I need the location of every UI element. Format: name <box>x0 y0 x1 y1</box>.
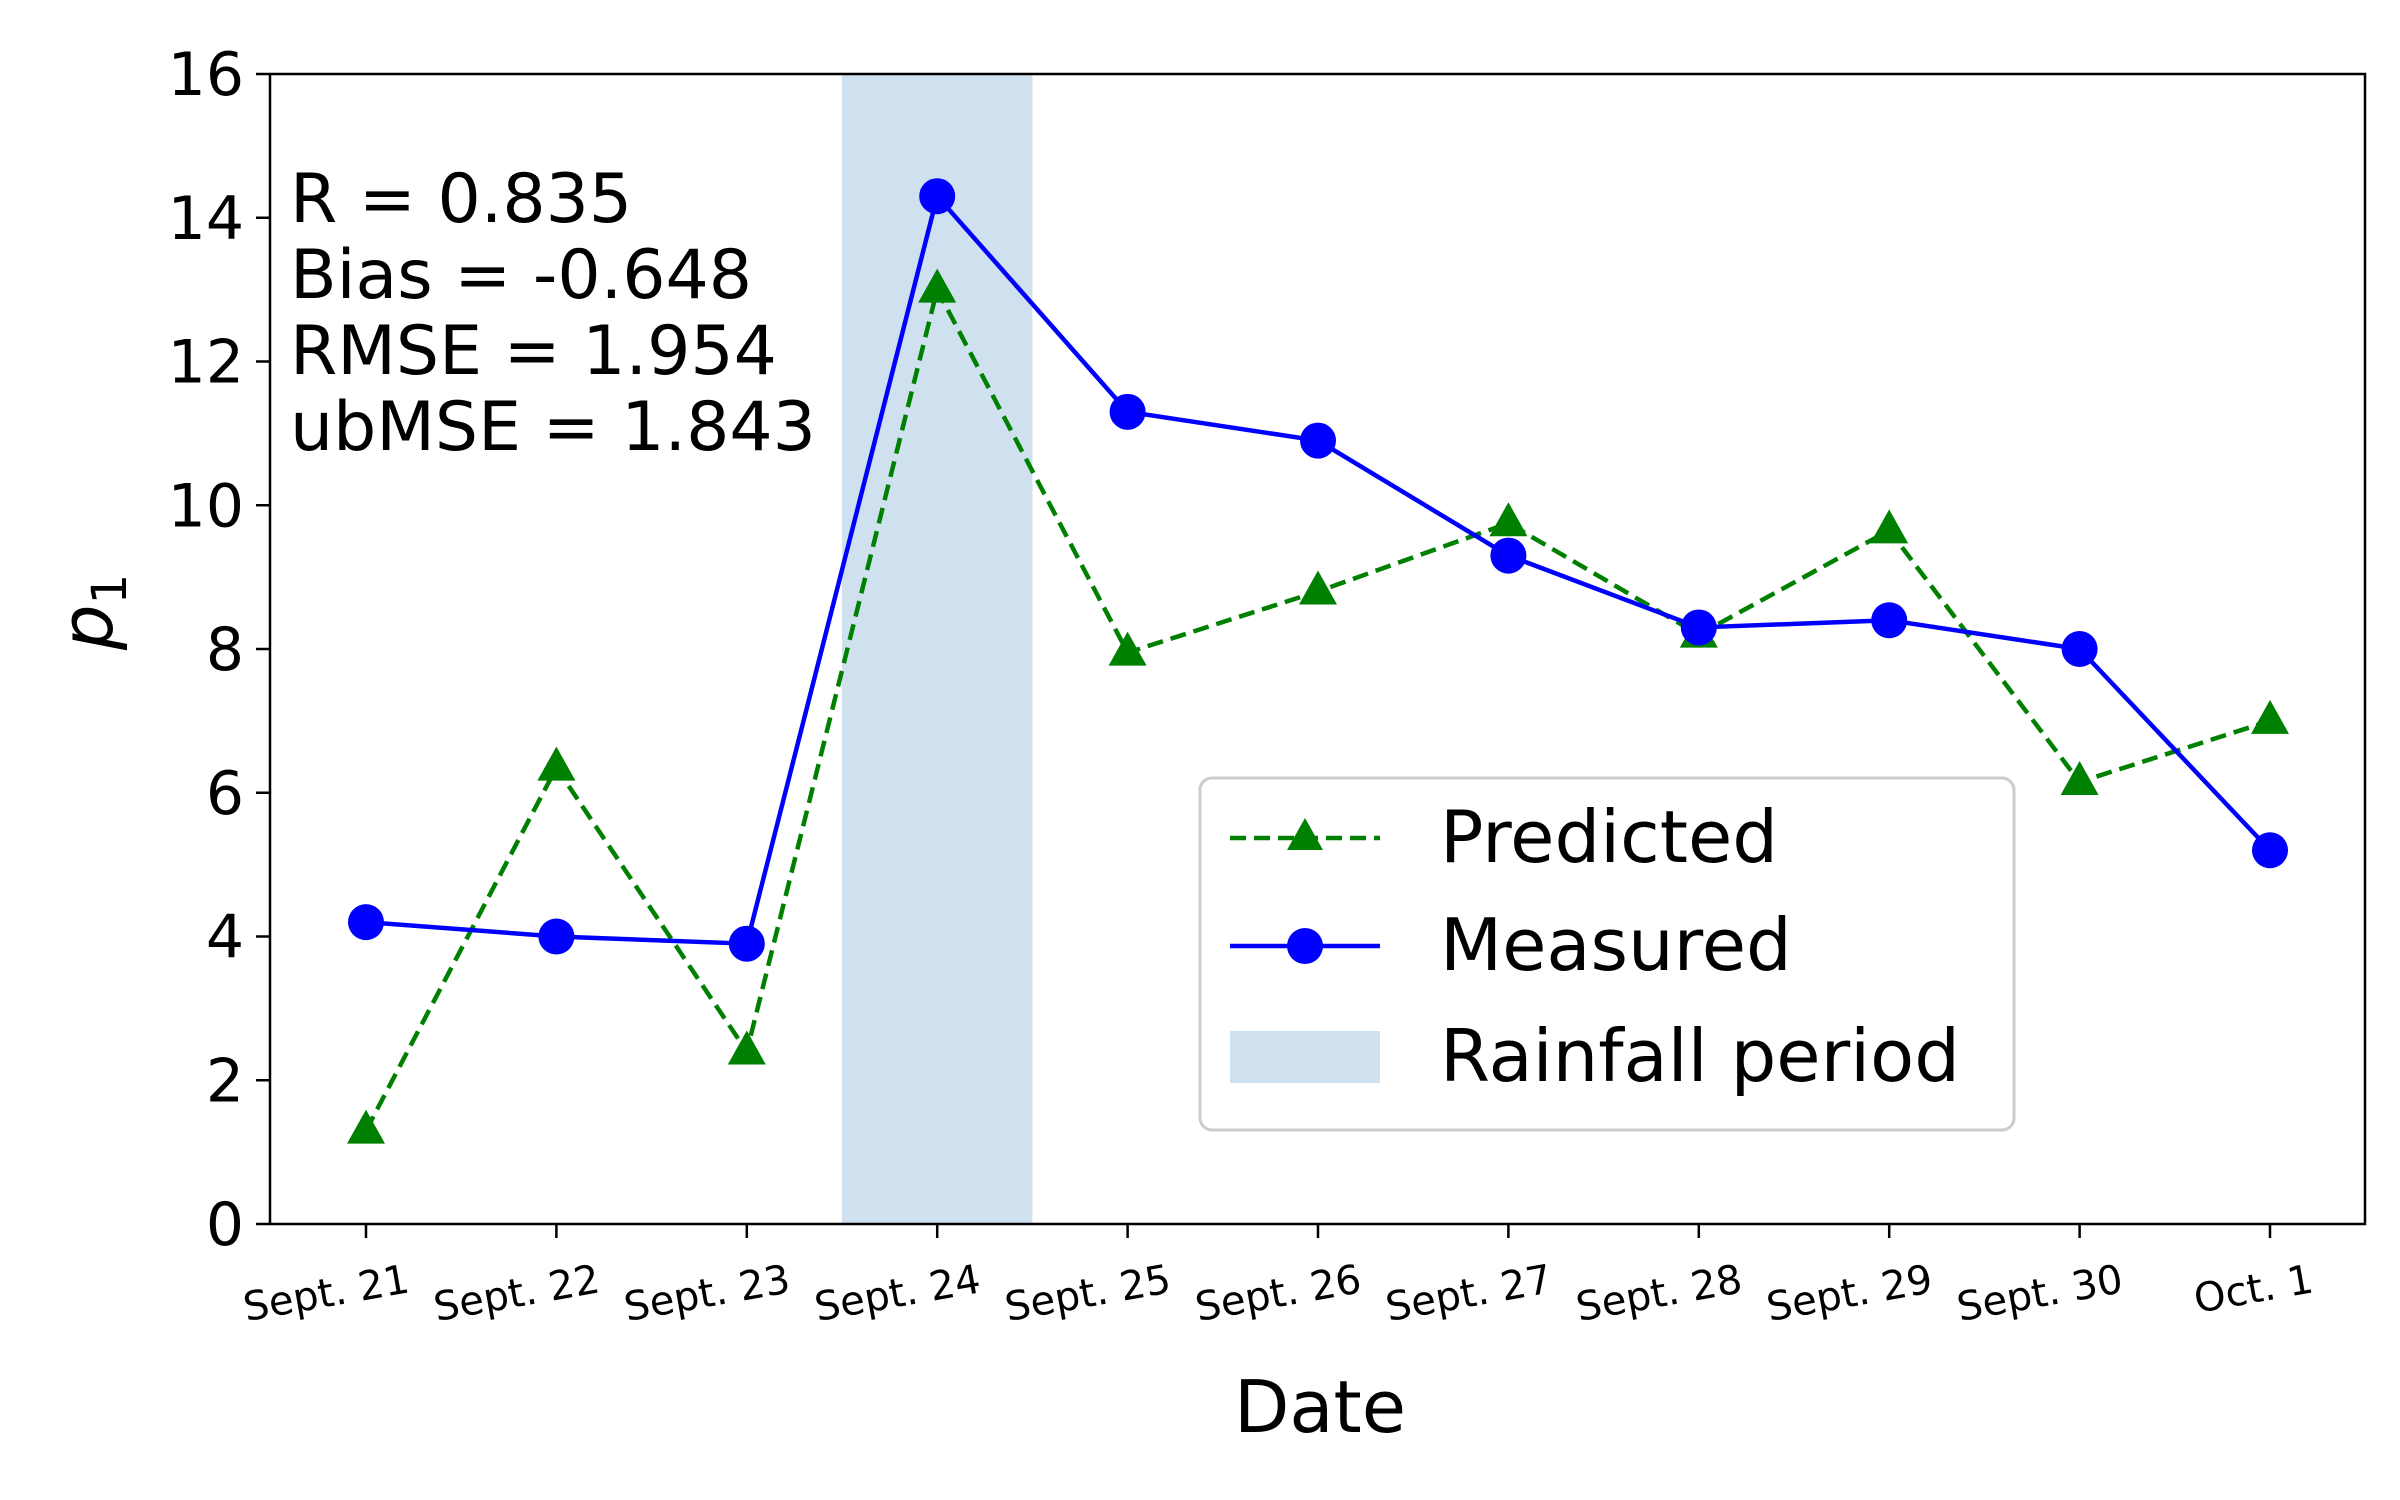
x-tick-label: Sept. 26 <box>1192 1257 1365 1331</box>
series-predicted <box>347 268 2289 1144</box>
legend-predicted-marker <box>1287 818 1323 850</box>
data-point-predicted <box>2251 699 2289 734</box>
legend-item-rainfall: Rainfall period <box>1230 1014 1960 1098</box>
data-point-measured <box>1109 393 1146 430</box>
y-tick-label: 10 <box>168 471 244 541</box>
stat-rmse: RMSE = 1.954 <box>290 312 777 391</box>
legend-rainfall-swatch <box>1230 1031 1380 1083</box>
x-tick-label: Sept. 24 <box>811 1257 984 1331</box>
x-tick-label: Oct. 1 <box>2191 1257 2317 1323</box>
x-tick-label: Sept. 27 <box>1382 1257 1555 1331</box>
x-tick-label: Sept. 29 <box>1763 1257 1936 1331</box>
x-tick-label: Sept. 30 <box>1953 1257 2126 1331</box>
data-point-predicted <box>727 1030 766 1065</box>
data-point-predicted <box>347 1109 385 1144</box>
stats-annotation: R = 0.835 Bias = -0.648 RMSE = 1.954 ubM… <box>290 160 816 467</box>
x-axis-ticks: Sept. 21 Sept. 22 Sept. 23 Sept. 24 Sept. 25… <box>240 1224 2317 1331</box>
y-tick-label: 2 <box>206 1046 244 1116</box>
data-point-measured <box>919 178 956 215</box>
legend-item-predicted: Predicted <box>1230 795 1778 879</box>
x-tick-label: Sept. 25 <box>1001 1257 1174 1331</box>
x-tick-label: Sept. 21 <box>240 1257 413 1331</box>
data-point-predicted <box>537 746 576 781</box>
y-tick-label: 14 <box>168 184 244 254</box>
legend-predicted-label: Predicted <box>1440 795 1778 879</box>
data-point-predicted <box>918 268 957 303</box>
data-point-measured <box>2061 631 2098 667</box>
x-tick-label: Sept. 28 <box>1573 1257 1746 1331</box>
y-tick-label: 12 <box>168 328 244 398</box>
data-point-measured <box>1490 537 1527 574</box>
legend-box <box>1198 776 2016 1132</box>
y-axis-label-main: p <box>45 604 129 651</box>
y-axis-ticks: 0 2 4 6 8 10 12 14 16 <box>168 40 270 1260</box>
x-tick-label: Sept. 23 <box>621 1257 794 1331</box>
stat-ubmse: ubMSE = 1.843 <box>290 388 816 467</box>
y-tick-label: 0 <box>206 1190 244 1260</box>
y-tick-label: 4 <box>206 903 244 973</box>
data-point-measured <box>538 918 575 955</box>
data-point-measured <box>728 925 765 962</box>
legend-item-measured: Measured <box>1230 903 1792 987</box>
y-axis-label-subscript: 1 <box>82 574 138 605</box>
data-point-predicted <box>1108 631 1147 666</box>
legend-measured-marker <box>1287 928 1323 964</box>
series-measured <box>348 178 2288 962</box>
y-axis-label: p1 <box>45 574 138 651</box>
data-point-predicted <box>1489 502 1528 537</box>
stat-bias: Bias = -0.648 <box>290 236 752 315</box>
data-point-predicted <box>2060 760 2099 795</box>
data-point-predicted <box>1870 509 1909 544</box>
data-point-measured <box>1871 602 1908 639</box>
data-point-predicted <box>1299 570 1337 605</box>
legend-measured-label: Measured <box>1440 903 1792 987</box>
legend-rainfall-label: Rainfall period <box>1440 1014 1960 1098</box>
series-layer <box>347 178 2289 1144</box>
y-tick-label: 16 <box>168 40 244 110</box>
y-tick-label: 8 <box>206 615 244 685</box>
data-point-measured <box>2252 832 2288 869</box>
y-tick-label: 6 <box>206 759 244 829</box>
data-point-measured <box>1680 609 1717 646</box>
data-point-measured <box>1300 422 1336 459</box>
data-point-measured <box>348 904 384 941</box>
x-axis-label: Date <box>1234 1365 1406 1449</box>
legend: Predicted Measured Rainfall period <box>1198 776 2016 1132</box>
rainfall-period-band <box>842 74 1033 1224</box>
stat-r: R = 0.835 <box>290 160 632 239</box>
x-tick-label: Sept. 22 <box>430 1257 603 1331</box>
